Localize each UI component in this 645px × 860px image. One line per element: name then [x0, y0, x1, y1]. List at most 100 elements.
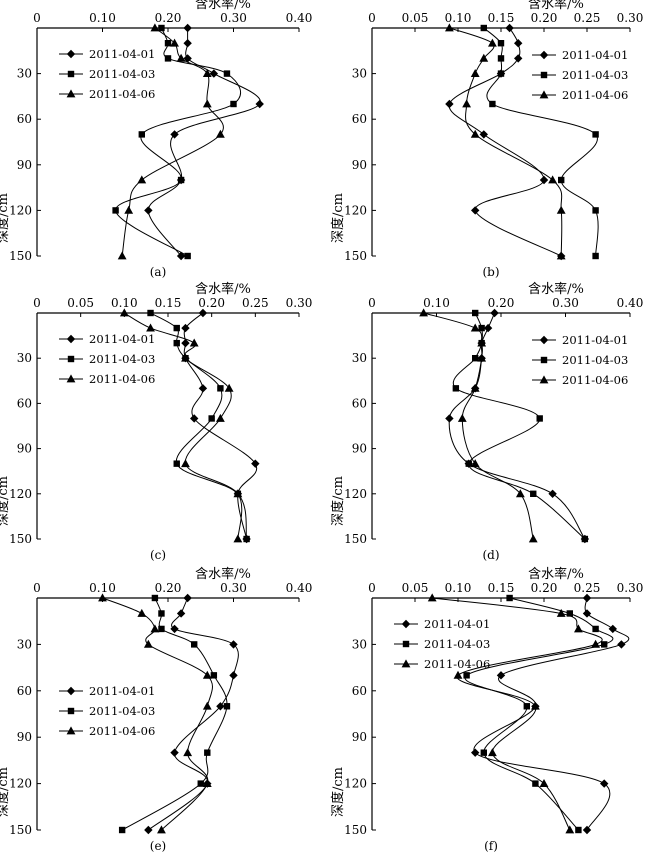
y-tick-label: 90 — [352, 442, 367, 456]
data-point-diamond — [198, 384, 208, 393]
y-tick-label: 30 — [17, 351, 32, 365]
legend-label: 2011-04-03 — [562, 353, 628, 367]
data-point-square — [158, 24, 165, 32]
x-axis-title: 含水率/% — [528, 0, 584, 12]
legend-marker-diamond — [66, 686, 76, 696]
data-point-diamond — [170, 130, 179, 139]
data-point-triangle — [556, 205, 566, 214]
series-line-triangle — [449, 27, 563, 257]
data-point-triangle — [124, 205, 134, 214]
data-point-triangle — [137, 175, 147, 184]
x-tick-label: 0.30 — [220, 11, 247, 25]
data-point-triangle — [427, 593, 437, 602]
x-tick-label: 0 — [368, 11, 376, 25]
data-point-triangle — [233, 534, 243, 543]
y-tick-label: 90 — [352, 730, 367, 744]
series-line-triangle — [432, 597, 603, 831]
legend-marker-triangle — [539, 375, 549, 384]
x-tick-label: 0.20 — [198, 296, 225, 310]
data-point-square — [581, 535, 589, 543]
data-point-square — [164, 55, 172, 62]
data-point-diamond — [251, 459, 260, 468]
data-point-triangle — [202, 69, 212, 77]
data-point-triangle — [98, 593, 107, 602]
data-point-triangle — [224, 383, 234, 392]
legend-label: 2011-04-01 — [89, 684, 155, 698]
data-point-triangle — [531, 701, 540, 710]
data-point-diamond — [216, 702, 225, 711]
x-tick-label: 0.10 — [89, 11, 116, 25]
y-tick-label: 150 — [344, 532, 367, 546]
x-tick-label: 0 — [368, 296, 376, 310]
data-point-triangle — [477, 338, 487, 347]
legend: 2011-04-01 2011-04-03 2011-04-06 — [394, 617, 490, 671]
y-tick-label: 30 — [352, 637, 367, 651]
data-point-diamond — [181, 323, 190, 333]
data-point-diamond — [183, 39, 192, 48]
y-tick-label: 90 — [17, 158, 32, 172]
legend-label: 2011-04-01 — [562, 48, 628, 62]
data-point-square — [497, 70, 505, 77]
legend-label: 2011-04-01 — [424, 617, 490, 631]
series-line-square — [452, 312, 586, 540]
data-point-square — [112, 207, 119, 214]
data-point-square — [489, 100, 496, 108]
data-point-square — [463, 672, 470, 679]
panel-label: (a) — [150, 265, 167, 279]
data-point-triangle — [117, 251, 127, 260]
series-line-triangle — [121, 27, 224, 257]
data-point-diamond — [490, 308, 499, 318]
y-tick-label: 60 — [352, 684, 367, 698]
data-point-square — [191, 641, 198, 648]
data-point-triangle — [202, 670, 212, 679]
legend-marker-square — [67, 707, 75, 715]
data-point-square — [173, 339, 180, 347]
data-point-diamond — [255, 99, 264, 109]
data-point-square — [151, 594, 159, 602]
data-point-square — [173, 324, 180, 332]
data-point-square — [536, 415, 543, 422]
data-point-triangle — [216, 129, 225, 138]
data-point-triangle — [591, 639, 600, 648]
series-line-diamond — [473, 597, 630, 831]
data-point-square — [223, 703, 231, 710]
legend-marker-square — [67, 355, 75, 363]
x-axis-title: 含水率/% — [195, 281, 251, 297]
legend-marker-square — [540, 71, 548, 79]
chart-panel-f: 0 0.05 0.10 0.15 0.20 0.25 0.30 30 60 90 120 150 含水率… — [330, 566, 643, 853]
data-point-triangle — [470, 129, 480, 138]
y-tick-label: 120 — [9, 203, 32, 217]
data-point-triangle — [202, 99, 212, 108]
x-axis-title: 含水率/% — [528, 281, 584, 297]
data-point-triangle — [488, 748, 497, 757]
data-point-diamond — [471, 748, 480, 757]
data-point-triangle — [556, 608, 566, 617]
data-point-square — [147, 309, 154, 317]
data-point-triangle — [470, 69, 480, 77]
chart-panel-e: 0 0.10 0.20 0.30 0.40 30 60 90 120 150 含水率/% 深度/cm (… — [0, 566, 312, 853]
y-tick-label: 150 — [9, 823, 32, 837]
x-tick-label: 0.20 — [488, 296, 515, 310]
data-point-triangle — [477, 353, 487, 362]
data-point-square — [592, 131, 599, 138]
data-point-square — [223, 70, 231, 77]
data-point-triangle — [119, 308, 129, 317]
data-point-square — [558, 176, 565, 184]
data-point-triangle — [470, 383, 480, 392]
data-point-square — [472, 355, 479, 362]
data-point-diamond — [170, 624, 179, 634]
data-point-diamond — [229, 640, 238, 649]
x-tick-label: 0.15 — [155, 296, 182, 310]
data-point-square — [601, 641, 608, 648]
x-axis-title: 含水率/% — [195, 566, 251, 582]
data-point-diamond — [183, 54, 192, 63]
x-tick-label: 0.10 — [89, 581, 116, 595]
x-tick-label: 0.40 — [617, 296, 644, 310]
data-point-square — [177, 176, 185, 184]
data-point-triangle — [202, 701, 212, 710]
data-point-square — [452, 385, 460, 392]
legend-label: 2011-04-01 — [89, 332, 155, 346]
x-tick-label: 0.05 — [402, 11, 429, 25]
legend-label: 2011-04-03 — [562, 68, 628, 82]
legend-label: 2011-04-06 — [424, 657, 490, 671]
